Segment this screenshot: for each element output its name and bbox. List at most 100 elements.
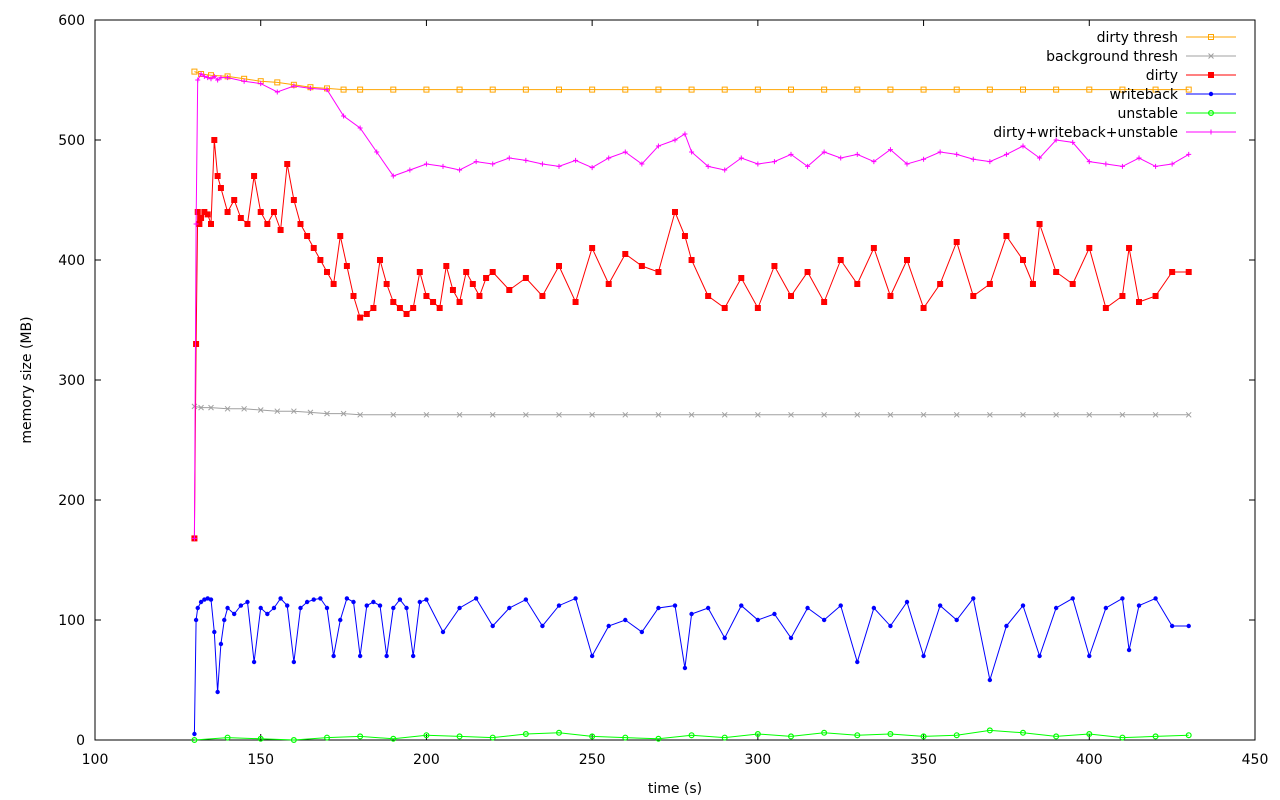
data-point bbox=[377, 603, 383, 608]
data-point bbox=[225, 605, 230, 611]
data-point bbox=[410, 305, 417, 311]
data-point bbox=[191, 403, 198, 410]
data-point bbox=[215, 689, 220, 695]
data-point bbox=[805, 605, 810, 611]
data-point bbox=[821, 729, 828, 736]
legend-marker bbox=[1208, 72, 1214, 78]
data-point bbox=[821, 149, 827, 155]
data-point bbox=[410, 653, 416, 659]
data-point bbox=[310, 245, 317, 251]
y-tick-label: 500 bbox=[58, 133, 85, 149]
data-point bbox=[1120, 596, 1125, 601]
data-point bbox=[689, 149, 695, 155]
data-point bbox=[483, 275, 490, 281]
data-point bbox=[986, 727, 993, 734]
data-point bbox=[211, 73, 217, 79]
series-line bbox=[193, 597, 1189, 735]
data-point bbox=[357, 653, 363, 659]
data-point bbox=[330, 281, 337, 287]
data-point bbox=[622, 251, 629, 257]
data-point bbox=[606, 155, 612, 161]
data-point bbox=[337, 233, 344, 239]
x-tick-label: 100 bbox=[82, 752, 109, 768]
data-point bbox=[672, 137, 678, 143]
data-point bbox=[194, 209, 201, 215]
data-point bbox=[721, 86, 728, 93]
series-dirty-thresh bbox=[191, 68, 1192, 93]
data-point bbox=[383, 281, 390, 287]
x-tick-label: 150 bbox=[247, 752, 274, 768]
data-point bbox=[1169, 161, 1175, 167]
series-writeback bbox=[192, 596, 1191, 737]
data-point bbox=[1020, 411, 1026, 418]
data-point bbox=[589, 411, 595, 418]
data-point bbox=[1053, 411, 1059, 418]
data-point bbox=[1037, 155, 1043, 161]
data-point bbox=[357, 733, 364, 740]
data-point bbox=[241, 78, 247, 84]
data-point bbox=[390, 86, 397, 93]
data-point bbox=[1186, 623, 1191, 629]
data-point bbox=[656, 605, 661, 611]
data-point bbox=[887, 293, 894, 299]
data-point bbox=[198, 71, 204, 77]
data-point bbox=[688, 257, 695, 263]
data-point bbox=[191, 736, 198, 743]
data-point bbox=[1185, 86, 1192, 93]
data-point bbox=[423, 86, 430, 93]
data-point bbox=[523, 157, 529, 163]
data-point bbox=[270, 209, 277, 215]
data-point bbox=[904, 599, 910, 605]
data-point bbox=[241, 405, 247, 412]
series-line bbox=[194, 71, 1189, 91]
data-point bbox=[589, 165, 595, 171]
data-point bbox=[1070, 596, 1075, 601]
data-point bbox=[556, 603, 562, 608]
data-point bbox=[788, 151, 794, 157]
series-background-thresh bbox=[191, 403, 1192, 418]
data-point bbox=[278, 596, 283, 601]
data-point bbox=[721, 734, 728, 741]
data-point bbox=[954, 151, 960, 157]
data-point bbox=[225, 75, 231, 81]
data-point bbox=[1087, 653, 1092, 659]
data-point bbox=[1086, 411, 1093, 418]
data-point bbox=[232, 611, 237, 617]
data-point bbox=[555, 729, 562, 736]
data-point bbox=[1136, 155, 1142, 161]
data-point bbox=[357, 86, 364, 93]
data-point bbox=[208, 76, 214, 82]
data-point bbox=[821, 617, 827, 623]
data-point bbox=[307, 85, 313, 91]
data-point bbox=[655, 269, 662, 275]
series-dirty bbox=[191, 137, 1192, 542]
x-tick-label: 350 bbox=[910, 752, 937, 768]
data-point bbox=[1153, 596, 1158, 601]
data-point bbox=[854, 732, 861, 739]
data-point bbox=[721, 411, 728, 418]
data-point bbox=[324, 734, 331, 741]
data-point bbox=[573, 157, 579, 163]
data-point bbox=[258, 81, 264, 87]
data-point bbox=[277, 227, 284, 233]
data-point bbox=[338, 617, 343, 623]
data-point bbox=[921, 156, 927, 162]
data-point bbox=[655, 411, 662, 418]
data-point bbox=[953, 411, 960, 418]
data-point bbox=[1119, 411, 1126, 418]
data-point bbox=[507, 605, 512, 611]
data-point bbox=[489, 734, 496, 741]
data-point bbox=[655, 143, 661, 149]
data-point bbox=[331, 653, 336, 659]
data-point bbox=[212, 629, 217, 635]
data-point bbox=[787, 733, 794, 740]
legend-marker bbox=[1208, 91, 1214, 97]
legend-label: dirty thresh bbox=[1097, 30, 1178, 46]
data-point bbox=[443, 263, 450, 269]
data-point bbox=[264, 221, 271, 227]
data-point bbox=[304, 233, 311, 239]
data-point bbox=[237, 215, 244, 221]
data-point bbox=[224, 405, 231, 412]
data-point bbox=[788, 411, 794, 418]
data-point bbox=[688, 732, 695, 739]
